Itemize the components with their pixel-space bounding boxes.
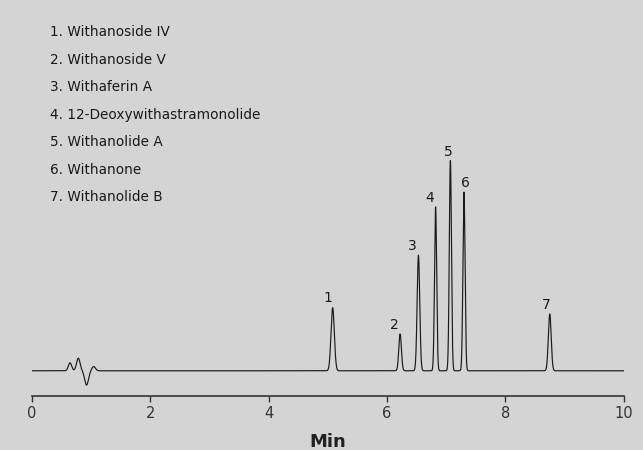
Text: 7. Withanolide B: 7. Withanolide B [50,190,163,204]
Text: 3: 3 [408,239,417,253]
Text: 6: 6 [461,176,470,190]
Text: 3. Withaferin A: 3. Withaferin A [50,80,152,94]
Text: 5: 5 [444,144,453,158]
Text: 7: 7 [542,298,550,312]
Text: 1. Withanoside IV: 1. Withanoside IV [50,25,170,39]
Text: 1: 1 [323,291,332,305]
Text: 2. Withanoside V: 2. Withanoside V [50,53,166,67]
Text: 6. Withanone: 6. Withanone [50,163,141,177]
Text: 5. Withanolide A: 5. Withanolide A [50,135,163,149]
Text: 4: 4 [425,191,434,205]
X-axis label: Min: Min [309,432,347,450]
Text: 4. 12-Deoxywithastramonolide: 4. 12-Deoxywithastramonolide [50,108,260,122]
Text: 2: 2 [390,318,399,332]
